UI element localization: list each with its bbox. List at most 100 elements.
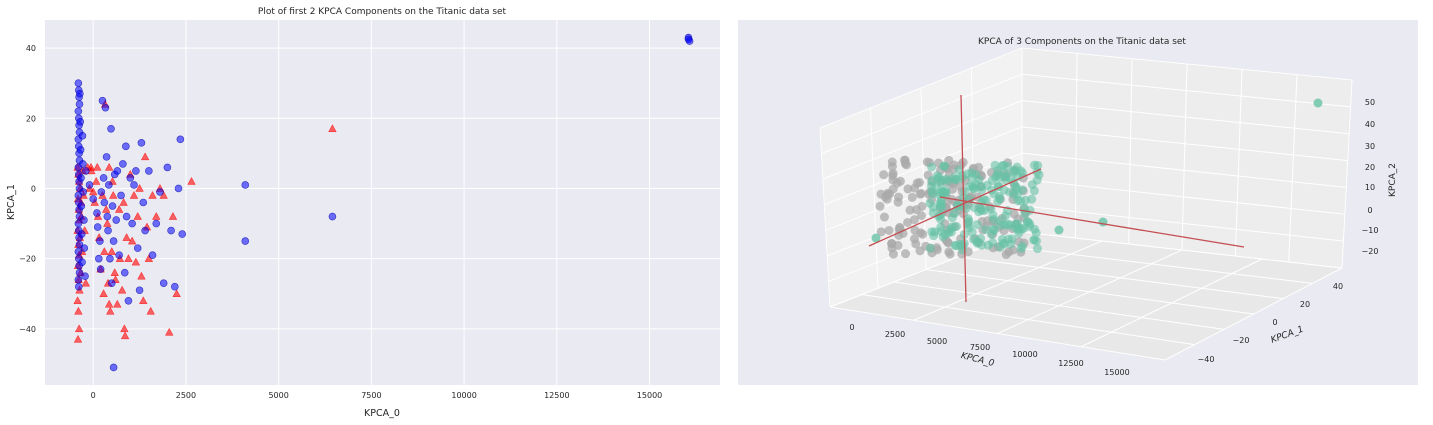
y-tick-label: 40: [26, 44, 36, 53]
triangle-point: [113, 299, 122, 308]
x-tick-label: 10000: [451, 391, 476, 400]
grey-point: [911, 205, 921, 215]
teal-point: [1032, 175, 1042, 185]
circle-point: [76, 89, 84, 98]
grey-point: [888, 168, 898, 178]
grey-point: [900, 155, 910, 165]
pane-gridline: [997, 249, 1183, 334]
pane-gridline: [913, 240, 1103, 321]
teal-point: [1054, 225, 1064, 235]
triangle-point: [168, 212, 178, 220]
x-tick-labels: 0 2500 5000 7500 10000 12500 15000: [849, 323, 1129, 377]
triangle-point: [107, 247, 116, 255]
triangle-point: [328, 124, 337, 133]
triangle-point: [146, 306, 155, 315]
teal-point: [969, 183, 979, 193]
pane-gridline: [1021, 205, 1344, 242]
pane-gridline: [821, 73, 1023, 155]
grey-point: [903, 217, 913, 227]
data-points: [871, 98, 1323, 260]
circle-point: [120, 268, 129, 277]
teal-point: [988, 224, 998, 234]
teal-point: [1313, 98, 1323, 108]
teal-point: [939, 161, 949, 171]
teal-point: [1010, 223, 1020, 233]
grey-point: [893, 240, 903, 250]
z-tick-label: −20: [1362, 247, 1379, 256]
teal-point: [955, 239, 965, 249]
circle-point: [126, 174, 135, 182]
triangle-point: [109, 190, 118, 199]
teal-point: [1017, 185, 1027, 195]
grey-point: [884, 225, 894, 235]
circle-point: [139, 198, 148, 207]
teal-point: [1033, 160, 1043, 170]
z-tick-label: 0: [1367, 206, 1372, 215]
triangle-point: [88, 187, 98, 196]
z-tick-label: 20: [1365, 163, 1375, 172]
triangle-point: [127, 236, 137, 245]
red-axis-line-1: [868, 168, 1042, 247]
circle-point: [167, 226, 175, 235]
grey-point: [909, 215, 919, 225]
circle-point: [77, 174, 85, 182]
circle-point: [159, 279, 168, 288]
circle-point: [104, 226, 112, 235]
triangle-point: [74, 306, 83, 315]
circle-point: [119, 160, 127, 168]
circle-point: [117, 191, 125, 200]
circle-point: [241, 237, 250, 245]
circle-point: [130, 181, 138, 189]
teal-point: [1098, 217, 1108, 227]
triangle-point: [110, 268, 119, 276]
circle-point: [113, 167, 122, 175]
x-tick-label: 5000: [268, 391, 288, 400]
circle-point: [96, 265, 105, 273]
teal-point: [1032, 244, 1042, 254]
circle-point: [78, 132, 87, 140]
circle-point: [107, 279, 116, 288]
teal-point: [972, 220, 982, 230]
circle-point: [174, 184, 183, 193]
circle-point: [141, 226, 149, 235]
triangle-point: [99, 289, 108, 297]
teal-point: [987, 176, 997, 186]
grey-point: [887, 161, 897, 171]
axes-lines: [868, 94, 1245, 303]
circle-point: [132, 167, 140, 175]
circle-point: [137, 139, 146, 147]
grey-point: [912, 178, 922, 188]
triangle-point: [129, 190, 139, 199]
circle-point: [128, 219, 136, 228]
y-tick-label: −20: [1233, 336, 1250, 345]
circle-point: [74, 282, 83, 291]
circle-point: [79, 188, 88, 196]
triangle-point: [93, 162, 102, 171]
circle-point: [163, 163, 172, 172]
red-axis-line-2: [960, 94, 967, 303]
x-tick-labels: 0 2500 5000 7500 10000 12500 15000: [91, 391, 663, 400]
z-tick-label: 30: [1365, 142, 1375, 151]
teal-point: [957, 173, 967, 183]
pane-gridline: [1341, 79, 1353, 269]
x-tick-label: 15000: [1104, 368, 1129, 377]
x-tick-label: 0: [849, 323, 854, 332]
grey-point: [888, 249, 898, 259]
triangle-point: [117, 285, 127, 294]
teal-point: [1001, 171, 1011, 181]
circle-point: [152, 219, 161, 228]
x-tick-label: 5000: [927, 337, 947, 346]
teal-point: [983, 240, 993, 250]
circle-point: [156, 188, 164, 196]
circle-point: [135, 286, 144, 295]
pane-gridline: [1074, 53, 1078, 239]
circle-point: [104, 181, 113, 189]
circle-point: [241, 181, 250, 189]
grey-point: [888, 175, 898, 185]
circle-point: [133, 244, 142, 252]
x-tick-label: 2500: [176, 391, 196, 400]
pane-gridline: [1021, 231, 1343, 269]
teal-point: [1006, 239, 1016, 249]
teal-point: [925, 243, 935, 253]
